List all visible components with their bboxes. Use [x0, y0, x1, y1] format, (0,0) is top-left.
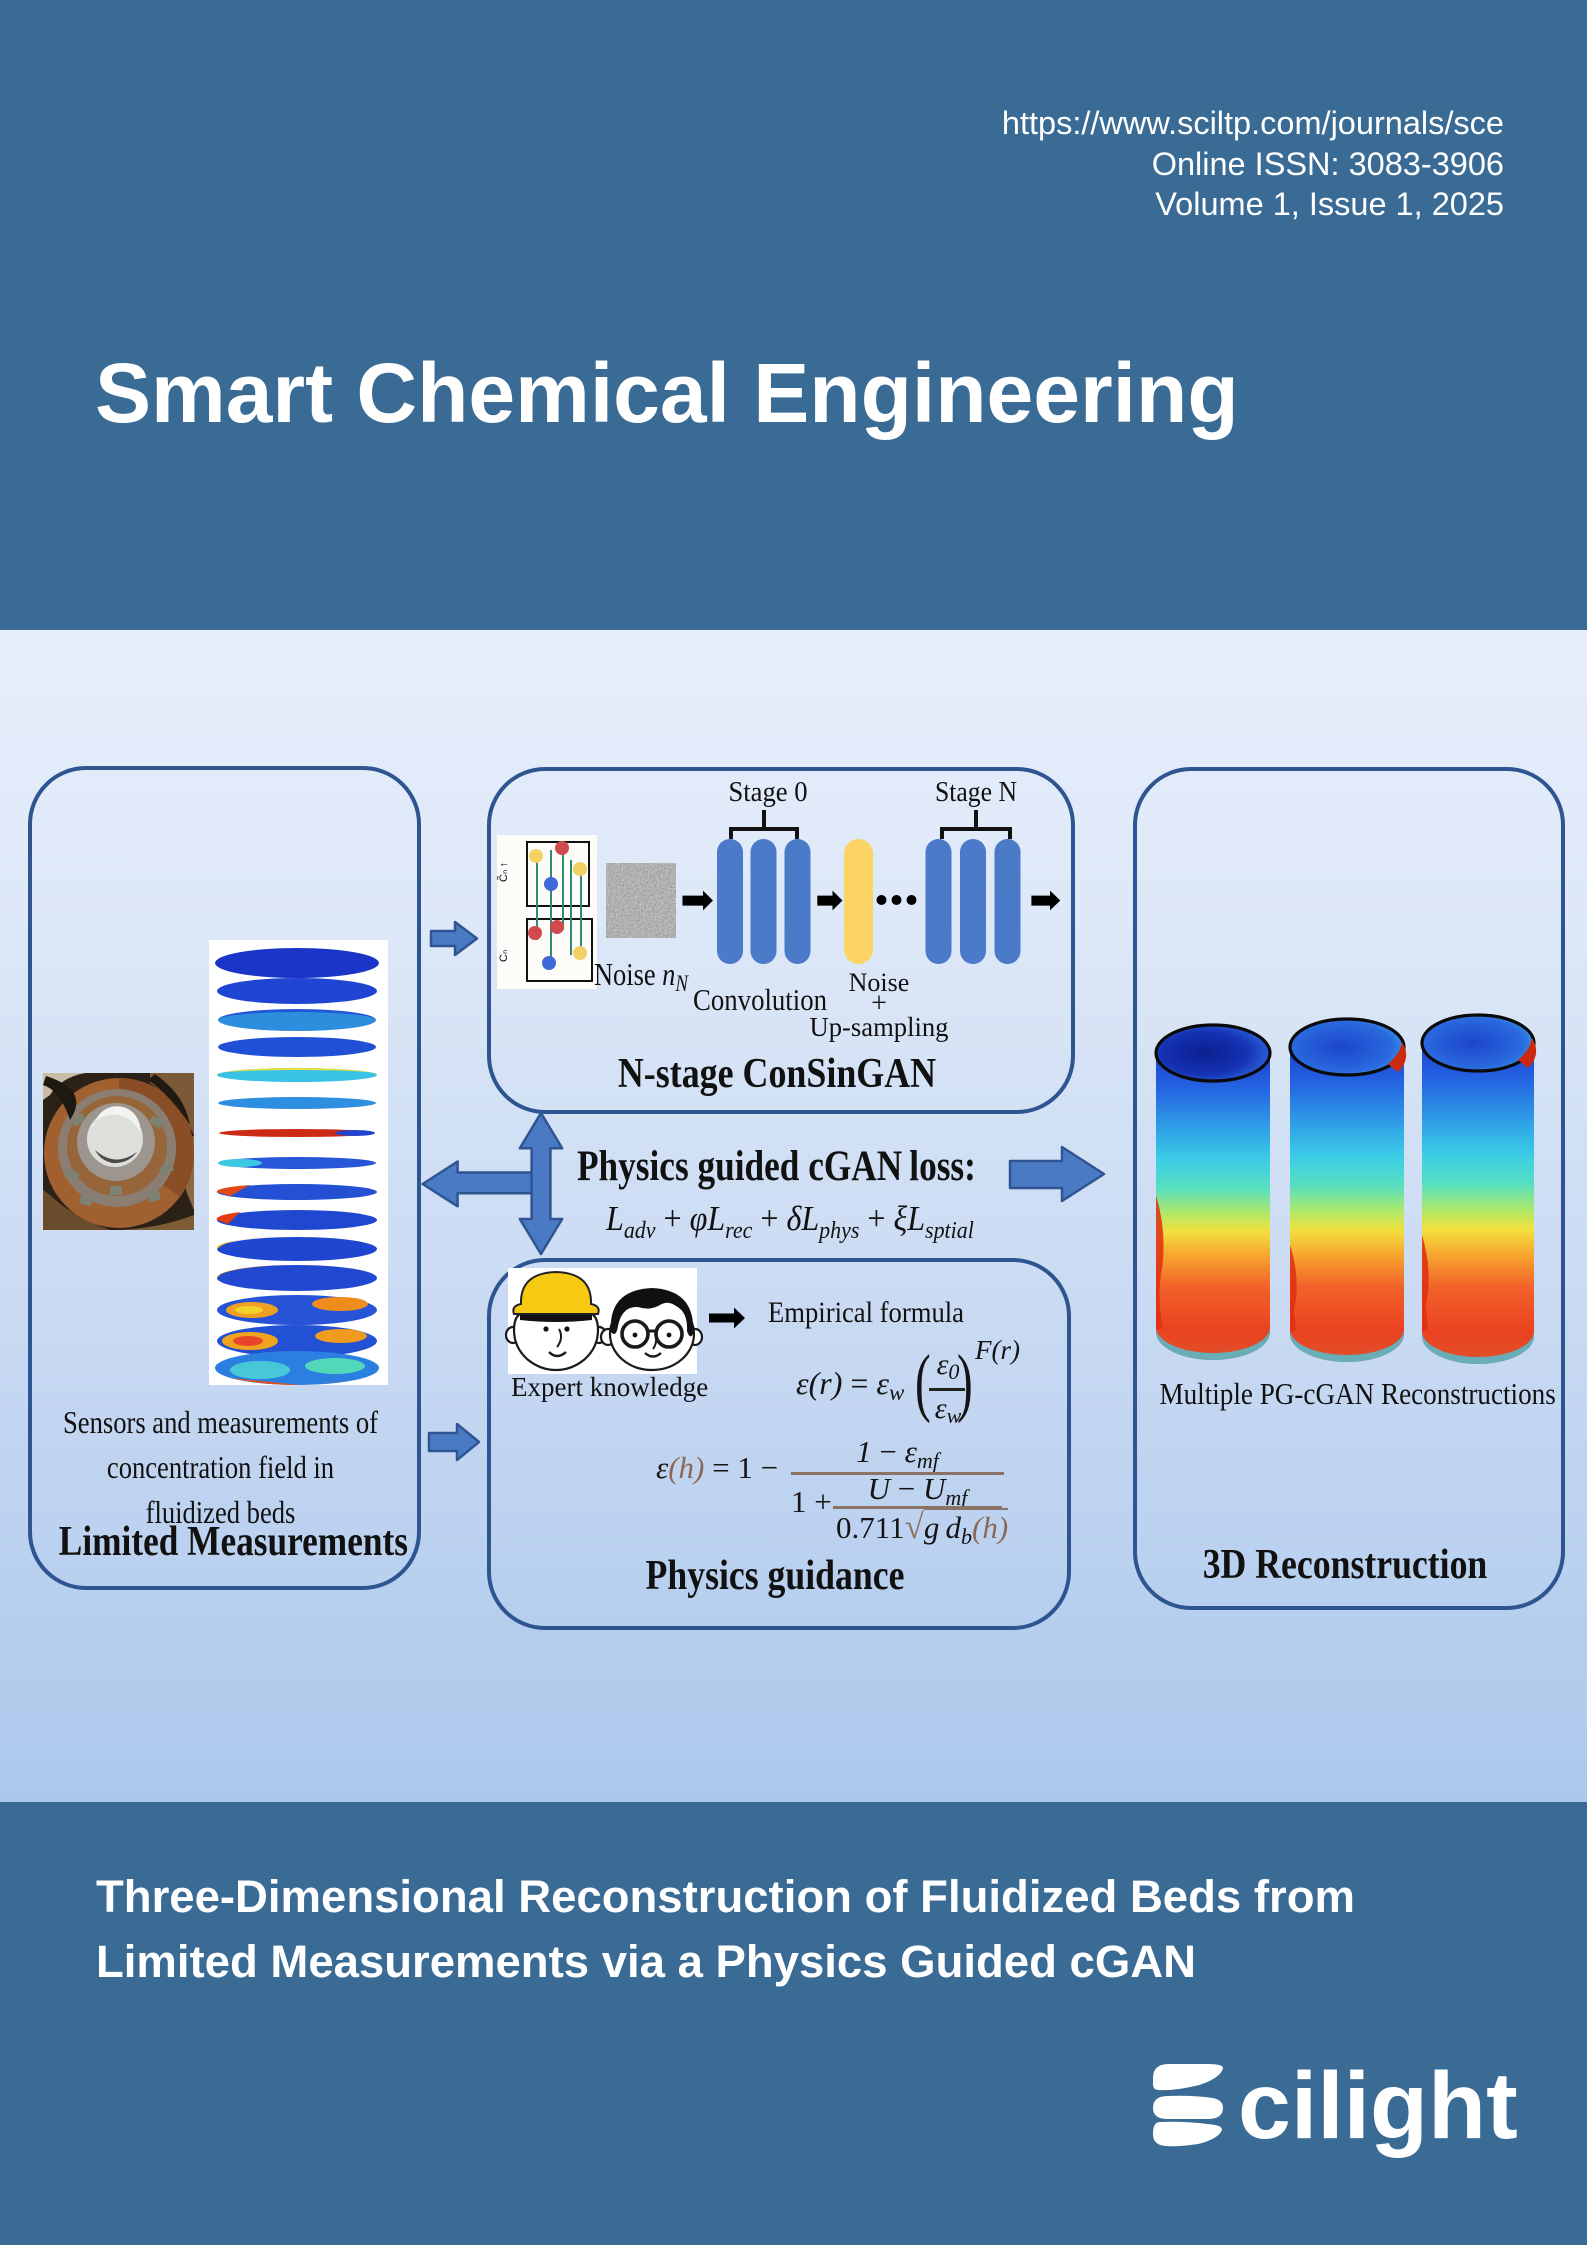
svg-text:Empirical formula: Empirical formula [768, 1296, 964, 1329]
svg-text:Noise: Noise [849, 968, 910, 997]
svg-text:Up-sampling: Up-sampling [810, 1012, 949, 1042]
svg-text:Noise nN: Noise nN [594, 956, 689, 996]
svg-text:Cₙ: Cₙ [498, 950, 510, 962]
svg-text:+: + [871, 988, 887, 1019]
svg-text:Expert knowledge: Expert knowledge [511, 1372, 708, 1402]
svg-text:Convolution: Convolution [693, 982, 827, 1017]
svg-text:Stage 0: Stage 0 [729, 777, 808, 808]
svg-text:C̃ₙ ↑: C̃ₙ ↑ [497, 862, 510, 882]
svg-text:Stage N: Stage N [935, 777, 1017, 808]
